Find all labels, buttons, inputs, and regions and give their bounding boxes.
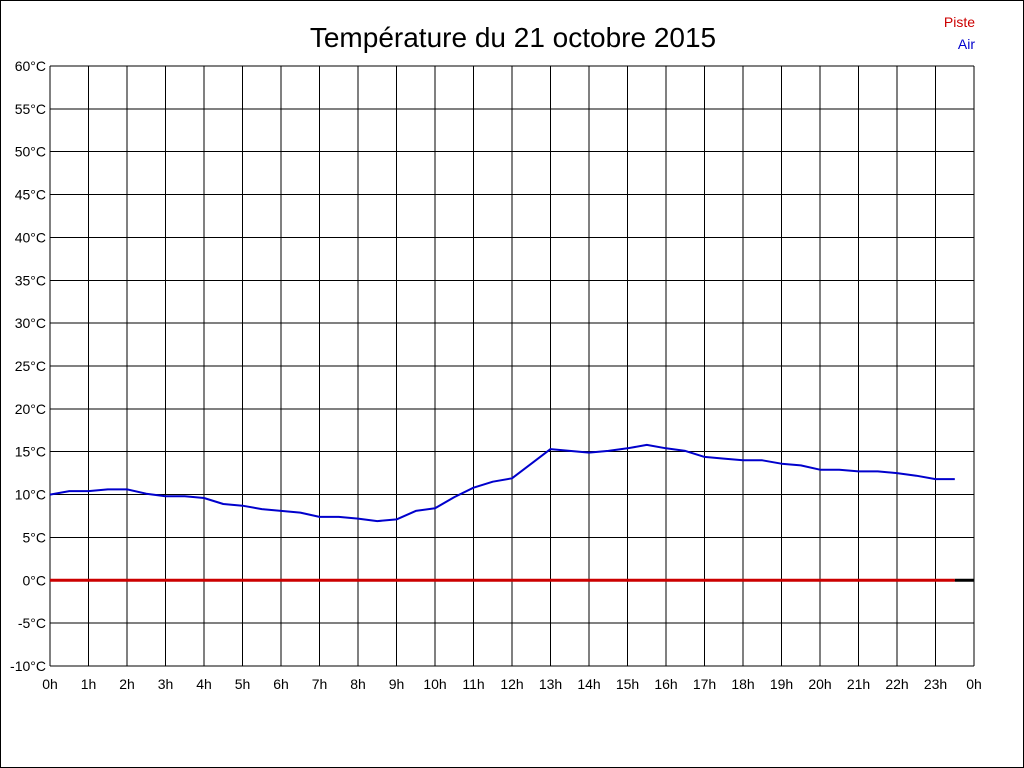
y-tick-label: 20°C: [15, 401, 46, 417]
x-tick-label: 2h: [119, 676, 135, 692]
x-tick-label: 21h: [847, 676, 870, 692]
y-tick-label: 25°C: [15, 358, 46, 374]
x-tick-label: 15h: [616, 676, 639, 692]
x-tick-label: 16h: [654, 676, 677, 692]
legend-air: Air: [958, 36, 975, 52]
x-tick-label: 0h: [966, 676, 982, 692]
series-line-air: [49, 443, 955, 523]
x-tick-label: 14h: [577, 676, 600, 692]
y-tick-label: 10°C: [15, 487, 46, 503]
x-tick-label: 8h: [350, 676, 366, 692]
y-tick-label: 0°C: [23, 572, 47, 588]
x-tick-label: 7h: [312, 676, 328, 692]
x-tick-label: 5h: [235, 676, 251, 692]
y-tick-label: 60°C: [15, 58, 46, 74]
series-lines: [49, 443, 955, 582]
x-axis-ticks: 0h 1h 2h 3h 4h 5h 6h 7h 8h 9h 10h 11h 12h 13h 14h 15h 16…: [42, 676, 982, 692]
y-tick-label: 15°C: [15, 444, 46, 460]
x-tick-label: 22h: [885, 676, 908, 692]
x-tick-label: 4h: [196, 676, 212, 692]
x-tick-label: 3h: [158, 676, 174, 692]
y-tick-label: 50°C: [15, 144, 46, 160]
x-tick-label: 10h: [423, 676, 446, 692]
x-tick-label: 13h: [539, 676, 562, 692]
y-tick-label: -10°C: [10, 658, 46, 674]
x-tick-label: 19h: [770, 676, 793, 692]
x-tick-label: 6h: [273, 676, 289, 692]
x-tick-label: 11h: [462, 676, 484, 692]
grid: [49, 65, 975, 667]
x-tick-label: 9h: [389, 676, 405, 692]
y-tick-label: 55°C: [15, 101, 46, 117]
y-tick-label: 30°C: [15, 315, 46, 331]
y-tick-label: 45°C: [15, 187, 46, 203]
y-axis-ticks: 60°C 55°C 50°C 45°C 40°C 35°C 30°C 25°C 20°C 15°C…: [10, 58, 46, 674]
x-tick-label: 20h: [808, 676, 831, 692]
x-tick-label: 23h: [924, 676, 947, 692]
legend-piste: Piste: [944, 14, 975, 30]
chart-title: Température du 21 octobre 2015: [310, 22, 716, 53]
y-tick-label: 5°C: [23, 529, 47, 545]
y-tick-label: 40°C: [15, 229, 46, 245]
x-tick-label: 12h: [500, 676, 523, 692]
x-tick-label: 18h: [731, 676, 754, 692]
x-tick-label: 1h: [81, 676, 97, 692]
legend: Piste Air: [944, 14, 975, 52]
y-tick-label: -5°C: [18, 615, 46, 631]
y-tick-label: 35°C: [15, 272, 46, 288]
x-tick-label: 0h: [42, 676, 58, 692]
x-tick-label: 17h: [693, 676, 716, 692]
